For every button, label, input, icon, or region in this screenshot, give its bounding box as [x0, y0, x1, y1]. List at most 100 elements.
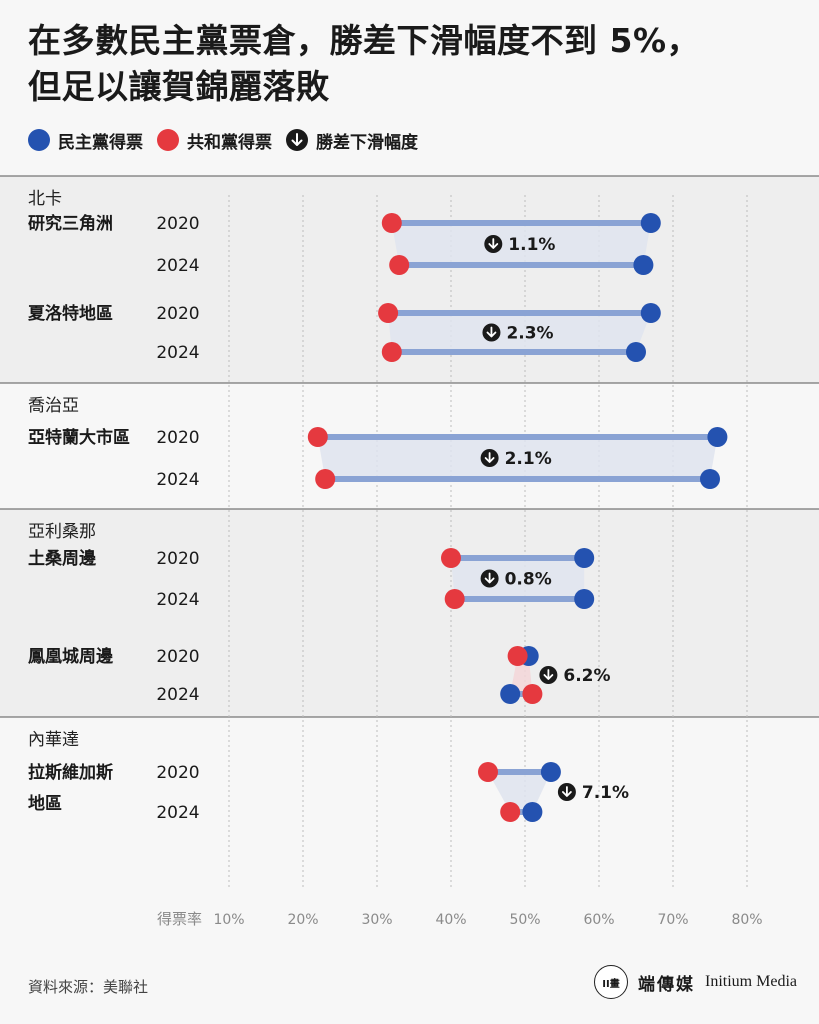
dem-point [633, 255, 654, 275]
year-label: 2024 [156, 470, 199, 490]
x-tick-label: 20% [287, 912, 318, 928]
margin-drop-label: 0.8% [480, 569, 552, 590]
down-arrow-glyph [484, 572, 495, 584]
state-label: 亞利桑那 [28, 522, 96, 542]
year-label: 2020 [156, 549, 199, 569]
year-label: 2024 [156, 803, 199, 823]
rep-point [307, 427, 328, 447]
dem-point [640, 303, 661, 323]
dem-point [522, 802, 543, 822]
dem-point [540, 762, 561, 782]
x-tick-label: 60% [583, 912, 614, 928]
year-label: 2020 [156, 428, 199, 448]
down-arrow-glyph [543, 669, 554, 680]
year-label: 2020 [156, 304, 199, 324]
brand-name-cn: 端傳媒 [638, 974, 696, 995]
region-label: 拉斯維加斯 [28, 762, 113, 783]
title-line-2: 但足以讓賀錦麗落敗 [28, 67, 330, 106]
year-label: 2024 [156, 685, 199, 705]
page-title: 在多數民主黨票倉，勝差下滑幅度不到 5%， 但足以讓賀錦麗落敗 [28, 18, 798, 110]
brand-logo: II畫 [594, 965, 629, 999]
legend: 民主黨得票 共和黨得票 勝差下滑幅度 [28, 126, 432, 154]
year-label: 2020 [156, 214, 199, 234]
dem-point [574, 589, 595, 609]
margin-band [488, 772, 551, 812]
legend-rep-label: 共和黨得票 [187, 132, 272, 153]
margin-drop-value: 6.2% [563, 666, 610, 686]
rep-point [441, 548, 461, 568]
x-tick-label: 10% [213, 912, 244, 928]
down-arrow-glyph [562, 786, 572, 797]
down-arrow-glyph [486, 326, 497, 338]
margin-drop-value: 0.8% [505, 570, 552, 590]
brand-name-en: Initium Media [705, 973, 797, 990]
rep-point [500, 802, 521, 822]
rep-point [507, 646, 528, 666]
x-tick-label: 70% [657, 912, 688, 928]
year-label: 2024 [156, 256, 199, 276]
dem-point [700, 469, 720, 489]
title-line-1: 在多數民主黨票倉，勝差下滑幅度不到 5%， [28, 21, 701, 60]
dem-point [626, 342, 646, 362]
source-note: 資料來源：美聯社 [28, 978, 149, 996]
x-tick-label: 30% [361, 912, 392, 928]
dem-point [640, 213, 661, 233]
down-arrow-glyph [484, 452, 495, 463]
margin-drop-label: 2.1% [480, 449, 552, 469]
brand: II畫 端傳媒 Initium Media [594, 964, 797, 1000]
down-arrow-icon [286, 129, 308, 151]
red-dot-icon [157, 129, 179, 151]
legend-item-rep: 共和黨得票 [157, 128, 272, 153]
rep-point [444, 589, 465, 609]
region-label: 研究三角洲 [28, 213, 113, 234]
year-label: 2024 [156, 590, 199, 610]
region-label: 夏洛特地區 [28, 303, 113, 324]
margin-band [451, 558, 585, 599]
x-tick-label: 40% [435, 912, 466, 928]
legend-drop-label: 勝差下滑幅度 [316, 132, 418, 153]
year-label: 2020 [156, 763, 199, 783]
dem-point [707, 427, 728, 447]
state-label: 北卡 [28, 189, 62, 209]
margin-drop-value: 7.1% [582, 783, 629, 803]
group-shade [0, 509, 819, 717]
background-layer [0, 175, 819, 718]
region-label: 亞特蘭大市區 [28, 427, 130, 448]
margin-band [317, 437, 718, 479]
rep-point [315, 469, 336, 489]
margin-drop-label: 2.3% [482, 323, 554, 344]
legend-item-dem: 民主黨得票 [28, 128, 143, 153]
down-arrow-glyph [488, 238, 499, 249]
margin-drop-value: 2.1% [505, 449, 552, 469]
margin-drop-value: 2.3% [506, 324, 553, 344]
region-label: 土桑周邊 [28, 548, 97, 569]
x-axis-label: 得票率 [157, 910, 202, 928]
margin-band [388, 313, 651, 352]
state-label: 喬治亞 [28, 396, 79, 416]
x-tick-label: 50% [509, 912, 540, 928]
region-label: 地區 [28, 793, 62, 814]
rep-point [478, 762, 498, 782]
margin-band [391, 223, 651, 265]
marks-layer: 1.1% 2.3% 2.1% 0.8% 6.2% 7.1% [307, 213, 728, 822]
margin-drop-label: 6.2% [539, 666, 611, 686]
legend-dem-label: 民主黨得票 [58, 132, 143, 153]
dumbbell-chart: 1.1% 2.3% 2.1% 0.8% 6.2% 7.1% 10% 20% 30% 40% 50% 6… [0, 175, 819, 928]
margin-drop-label: 1.1% [484, 235, 555, 255]
rep-point [381, 213, 402, 233]
rep-point [522, 684, 543, 704]
margin-drop-value: 1.1% [508, 235, 555, 255]
legend-item-drop: 勝差下滑幅度 [286, 128, 418, 153]
state-label: 內華達 [28, 730, 79, 750]
rep-point [378, 303, 399, 323]
region-label: 鳳凰城周邊 [28, 646, 114, 667]
blue-dot-icon [28, 129, 50, 151]
year-label: 2020 [156, 647, 199, 667]
x-tick-label: 80% [731, 912, 762, 928]
dem-point [500, 684, 521, 704]
dem-point [574, 548, 595, 568]
margin-drop-label: 7.1% [557, 783, 629, 803]
year-label: 2024 [156, 343, 199, 363]
rep-point [389, 255, 410, 275]
